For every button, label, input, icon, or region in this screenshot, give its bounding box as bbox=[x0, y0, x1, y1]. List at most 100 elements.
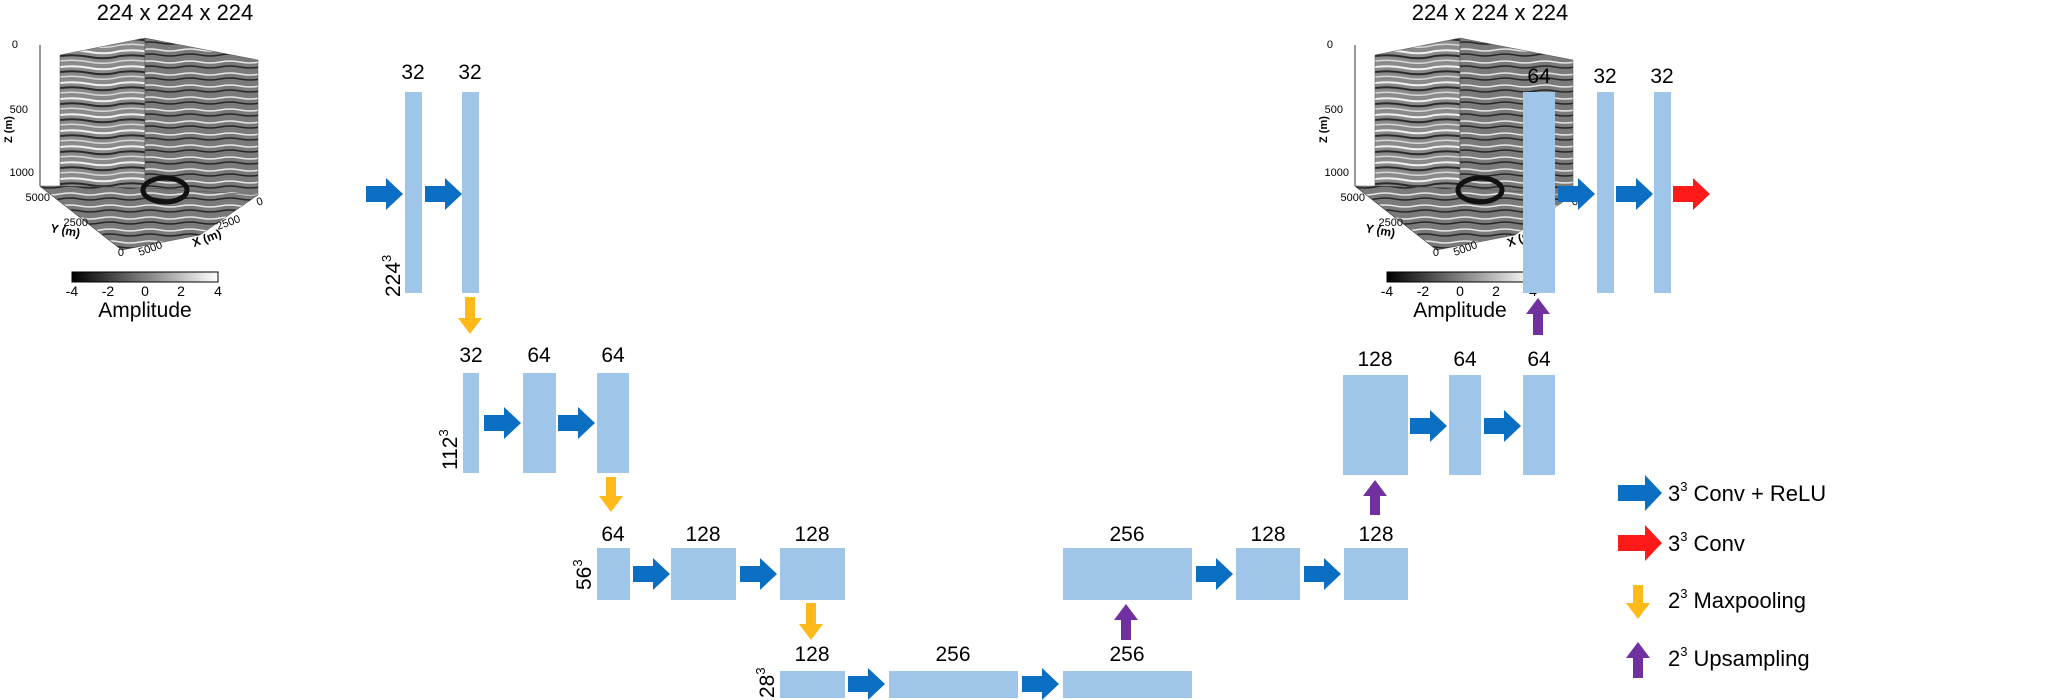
block-dec1c bbox=[1654, 92, 1671, 293]
block-dec3c bbox=[1344, 548, 1408, 600]
level-size-28: 283 bbox=[753, 667, 779, 698]
level-size-56: 563 bbox=[570, 559, 596, 590]
legend: 33 Conv + ReLU 33 Conv 23 Maxpooling 23 Upsa… bbox=[1618, 475, 1826, 678]
legend-maxpool-label: 23 Maxpooling bbox=[1668, 586, 1806, 613]
level-size-112: 1123 bbox=[436, 429, 462, 470]
feature-blocks bbox=[405, 92, 1671, 698]
conv-relu-arrows bbox=[366, 178, 1653, 700]
z-tick: 0 bbox=[1327, 39, 1333, 51]
channel-label: 256 bbox=[1109, 643, 1144, 666]
channel-label: 32 bbox=[1650, 65, 1673, 88]
maxpool-arrow bbox=[458, 297, 482, 334]
conv-relu-arrow bbox=[484, 407, 521, 439]
seismic-side-face bbox=[1459, 37, 1574, 196]
colorbar bbox=[71, 271, 219, 283]
block-dec1a bbox=[1523, 92, 1555, 293]
colorbar-tick: 2 bbox=[1492, 283, 1500, 299]
channel-label: 64 bbox=[527, 344, 551, 367]
output-volume-title: 224 x 224 x 224 bbox=[1412, 0, 1569, 25]
colorbar-tick: -2 bbox=[102, 283, 115, 299]
channel-label: 32 bbox=[459, 344, 482, 367]
maxpool-arrows bbox=[458, 297, 823, 640]
block-bot-a bbox=[780, 671, 845, 698]
block-dec3a bbox=[1063, 548, 1192, 600]
conv-relu-arrow bbox=[740, 558, 777, 590]
colorbar bbox=[1386, 271, 1534, 283]
legend-conv-relu-icon bbox=[1618, 475, 1662, 511]
seismic-front-face bbox=[1374, 37, 1461, 189]
input-volume: 224 x 224 x 224 0 500 1000 Z (m) 5000 25… bbox=[3, 0, 265, 322]
legend-conv-icon bbox=[1618, 525, 1662, 561]
block-dec2b bbox=[1449, 375, 1481, 475]
y-axis-label: Y (m) bbox=[1364, 221, 1396, 240]
channel-label: 64 bbox=[601, 344, 625, 367]
block-bot-b bbox=[889, 671, 1018, 698]
y-tick: 2500 bbox=[1379, 217, 1403, 229]
seismic-side-face bbox=[144, 37, 259, 196]
block-enc3b bbox=[671, 548, 736, 600]
level-size-224: 2243 bbox=[379, 255, 405, 297]
colorbar-tick: 0 bbox=[141, 283, 149, 299]
y-axis-label: Y (m) bbox=[49, 221, 81, 240]
colorbar-tick: -4 bbox=[66, 283, 79, 299]
z-tick: 500 bbox=[1325, 104, 1343, 116]
channel-label: 64 bbox=[601, 523, 625, 546]
colorbar-label: Amplitude bbox=[1413, 299, 1506, 322]
channel-label: 64 bbox=[1527, 65, 1551, 88]
upsample-arrow bbox=[1363, 480, 1387, 515]
colorbar-tick: 0 bbox=[1456, 283, 1464, 299]
channel-label: 32 bbox=[401, 61, 424, 84]
block-dec1b bbox=[1597, 92, 1614, 293]
channel-label: 128 bbox=[1250, 523, 1285, 546]
conv-relu-arrow bbox=[425, 178, 462, 210]
channel-label: 128 bbox=[794, 643, 829, 666]
colorbar-tick: -4 bbox=[1381, 283, 1394, 299]
channel-label: 256 bbox=[935, 643, 970, 666]
conv-relu-arrow bbox=[1196, 558, 1233, 590]
channel-label: 32 bbox=[458, 61, 481, 84]
upsample-arrow bbox=[1114, 604, 1138, 640]
y-tick: 2500 bbox=[64, 217, 88, 229]
channel-label: 64 bbox=[1453, 348, 1477, 371]
conv-arrow bbox=[1673, 178, 1710, 210]
legend-conv-label: 33 Conv bbox=[1668, 529, 1745, 556]
colorbar-tick: 2 bbox=[177, 283, 185, 299]
x-tick: 0 bbox=[255, 195, 265, 208]
maxpool-arrow bbox=[599, 477, 623, 512]
colorbar-label: Amplitude bbox=[98, 299, 191, 322]
z-tick: 500 bbox=[10, 104, 28, 116]
block-bot-c bbox=[1063, 671, 1192, 698]
channel-labels: 32 32 32 64 64 64 128 128 128 256 256 25… bbox=[401, 61, 1673, 666]
z-tick: 0 bbox=[12, 39, 18, 51]
block-enc1a bbox=[405, 92, 422, 293]
channel-label: 128 bbox=[1358, 523, 1393, 546]
conv-relu-arrow bbox=[1022, 668, 1059, 700]
y-tick: 5000 bbox=[26, 192, 50, 204]
conv-relu-arrow bbox=[1410, 410, 1447, 442]
colorbar-tick: 4 bbox=[214, 283, 222, 299]
input-volume-title: 224 x 224 x 224 bbox=[97, 0, 254, 25]
legend-upsample-icon bbox=[1626, 642, 1650, 678]
upsample-arrow bbox=[1526, 298, 1550, 335]
conv-relu-arrow bbox=[633, 558, 670, 590]
conv-relu-arrow bbox=[366, 178, 403, 210]
conv-relu-arrow bbox=[1304, 558, 1341, 590]
block-enc2a bbox=[463, 373, 479, 473]
z-tick: 1000 bbox=[10, 167, 34, 179]
seismic-front-face bbox=[59, 37, 146, 189]
z-axis-label: Z (m) bbox=[3, 116, 15, 143]
level-size-labels: 2243 1123 563 283 bbox=[379, 255, 779, 698]
channel-label: 128 bbox=[1357, 348, 1392, 371]
channel-label: 128 bbox=[685, 523, 720, 546]
conv-relu-arrow bbox=[558, 407, 595, 439]
z-tick: 1000 bbox=[1325, 167, 1349, 179]
channel-label: 64 bbox=[1527, 348, 1551, 371]
y-tick: 5000 bbox=[1341, 192, 1365, 204]
z-axis-label: Z (m) bbox=[1318, 116, 1330, 143]
x-tick: 0 bbox=[1570, 195, 1580, 208]
conv-relu-arrow bbox=[848, 668, 885, 700]
upsample-arrows bbox=[1114, 298, 1550, 640]
block-enc3a bbox=[597, 548, 630, 600]
block-dec2c bbox=[1523, 375, 1555, 475]
